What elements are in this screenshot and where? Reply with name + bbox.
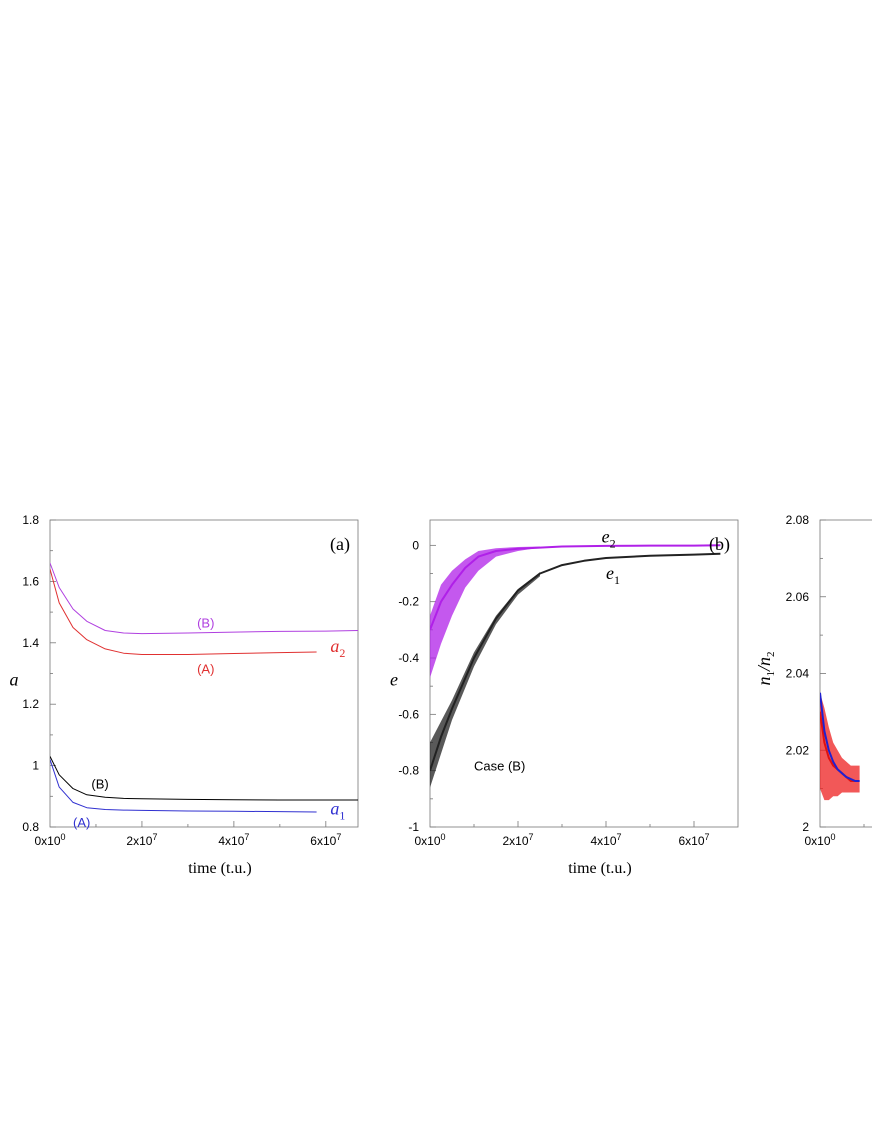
series-line-1	[430, 544, 721, 631]
x-tick-label: 4x107	[590, 832, 621, 848]
y-label-subscript: 1	[765, 671, 777, 677]
y-tick-label: -0.8	[398, 764, 419, 778]
annotation-label: (B)	[91, 777, 108, 792]
y-tick-label: 2.04	[786, 667, 810, 681]
x-tick-base: 4x10	[590, 834, 616, 848]
x-tick-exponent: 7	[244, 832, 249, 842]
series-line-1	[820, 692, 860, 782]
plot-area	[820, 692, 860, 801]
annotation-label: (A)	[197, 662, 214, 677]
x-tick-label: 6x107	[310, 832, 341, 848]
x-tick-exponent: 7	[617, 832, 622, 842]
curve-label-subscript: 1	[339, 809, 345, 823]
x-tick-base: 2x10	[502, 834, 528, 848]
x-tick-exponent: 0	[441, 832, 446, 842]
x-tick-exponent: 7	[529, 832, 534, 842]
curve-label-base: a	[330, 799, 339, 819]
plot-area	[430, 544, 721, 788]
x-tick-label: 2x107	[126, 832, 157, 848]
annotation-label: Case (B)	[474, 759, 525, 774]
y-label-subscript: 2	[765, 651, 777, 657]
y-label-part: /n	[754, 657, 774, 672]
x-tick-base: 0x10	[414, 834, 440, 848]
y-tick-label: 1.8	[22, 513, 39, 527]
x-tick-exponent: 0	[831, 832, 836, 842]
x-tick-label: 2x107	[502, 832, 533, 848]
y-tick-label: 2	[802, 820, 809, 834]
x-tick-base: 2x10	[126, 834, 152, 848]
y-label-part: n	[754, 677, 774, 686]
curve-label: a2	[330, 636, 345, 660]
y-tick-label: -0.2	[398, 595, 419, 609]
x-tick-base: 4x10	[218, 834, 244, 848]
x-tick-label: 0x100	[414, 832, 445, 848]
oscillation-band-0	[430, 546, 540, 678]
y-tick-label: 0.8	[22, 820, 39, 834]
oscillation-band-0	[820, 692, 860, 801]
x-tick-exponent: 7	[336, 832, 341, 842]
series-line-1	[50, 568, 317, 655]
curve-label: e1	[606, 563, 620, 587]
y-tick-label: 2.08	[786, 513, 810, 527]
y-axis-label: n1/n2	[754, 651, 777, 685]
curve-label-subscript: 2	[339, 646, 345, 660]
panel-label: (b)	[709, 534, 730, 555]
y-tick-label: 1.2	[22, 697, 39, 711]
y-tick-label: -0.6	[398, 707, 419, 721]
curve-label-base: e	[602, 527, 610, 547]
y-tick-label: -1	[408, 820, 419, 834]
x-tick-base: 6x10	[310, 834, 336, 848]
x-tick-base: 0x10	[34, 834, 60, 848]
annotation-label: (B)	[197, 615, 214, 630]
y-tick-label: 1.6	[22, 574, 39, 588]
series-line-2	[50, 756, 358, 801]
y-tick-label: 0	[412, 538, 419, 552]
x-tick-exponent: 7	[705, 832, 710, 842]
y-tick-label: 1	[32, 759, 39, 773]
x-tick-label: 4x107	[218, 832, 249, 848]
curve-label-subscript: 2	[610, 537, 616, 551]
y-tick-label: -0.4	[398, 651, 419, 665]
y-tick-label: 2.06	[786, 590, 810, 604]
x-tick-exponent: 7	[152, 832, 157, 842]
series-line-3	[50, 759, 317, 813]
x-tick-exponent: 0	[61, 832, 66, 842]
curve-label: a1	[330, 799, 345, 823]
curve-label-base: e	[606, 563, 614, 583]
curve-label-subscript: 1	[614, 573, 620, 587]
x-axis-label: time (t.u.)	[188, 860, 252, 877]
x-tick-label: 6x107	[678, 832, 709, 848]
x-tick-label: 0x100	[804, 832, 835, 848]
panel-label: (a)	[330, 534, 350, 555]
annotation-label: (A)	[73, 815, 90, 830]
y-axis-label: e	[390, 670, 398, 690]
y-tick-label: 2.02	[786, 743, 810, 757]
series-line-0	[50, 562, 358, 635]
x-axis-label: time (t.u.)	[568, 860, 632, 877]
curve-label: e2	[602, 527, 616, 551]
x-tick-base: 6x10	[678, 834, 704, 848]
plot-area	[50, 562, 358, 813]
x-tick-label: 0x100	[34, 832, 65, 848]
y-axis-label: a	[10, 670, 19, 690]
series-line-0	[430, 552, 721, 772]
y-tick-label: 1.4	[22, 636, 39, 650]
curve-label-base: a	[330, 636, 339, 656]
x-tick-base: 0x10	[804, 834, 830, 848]
